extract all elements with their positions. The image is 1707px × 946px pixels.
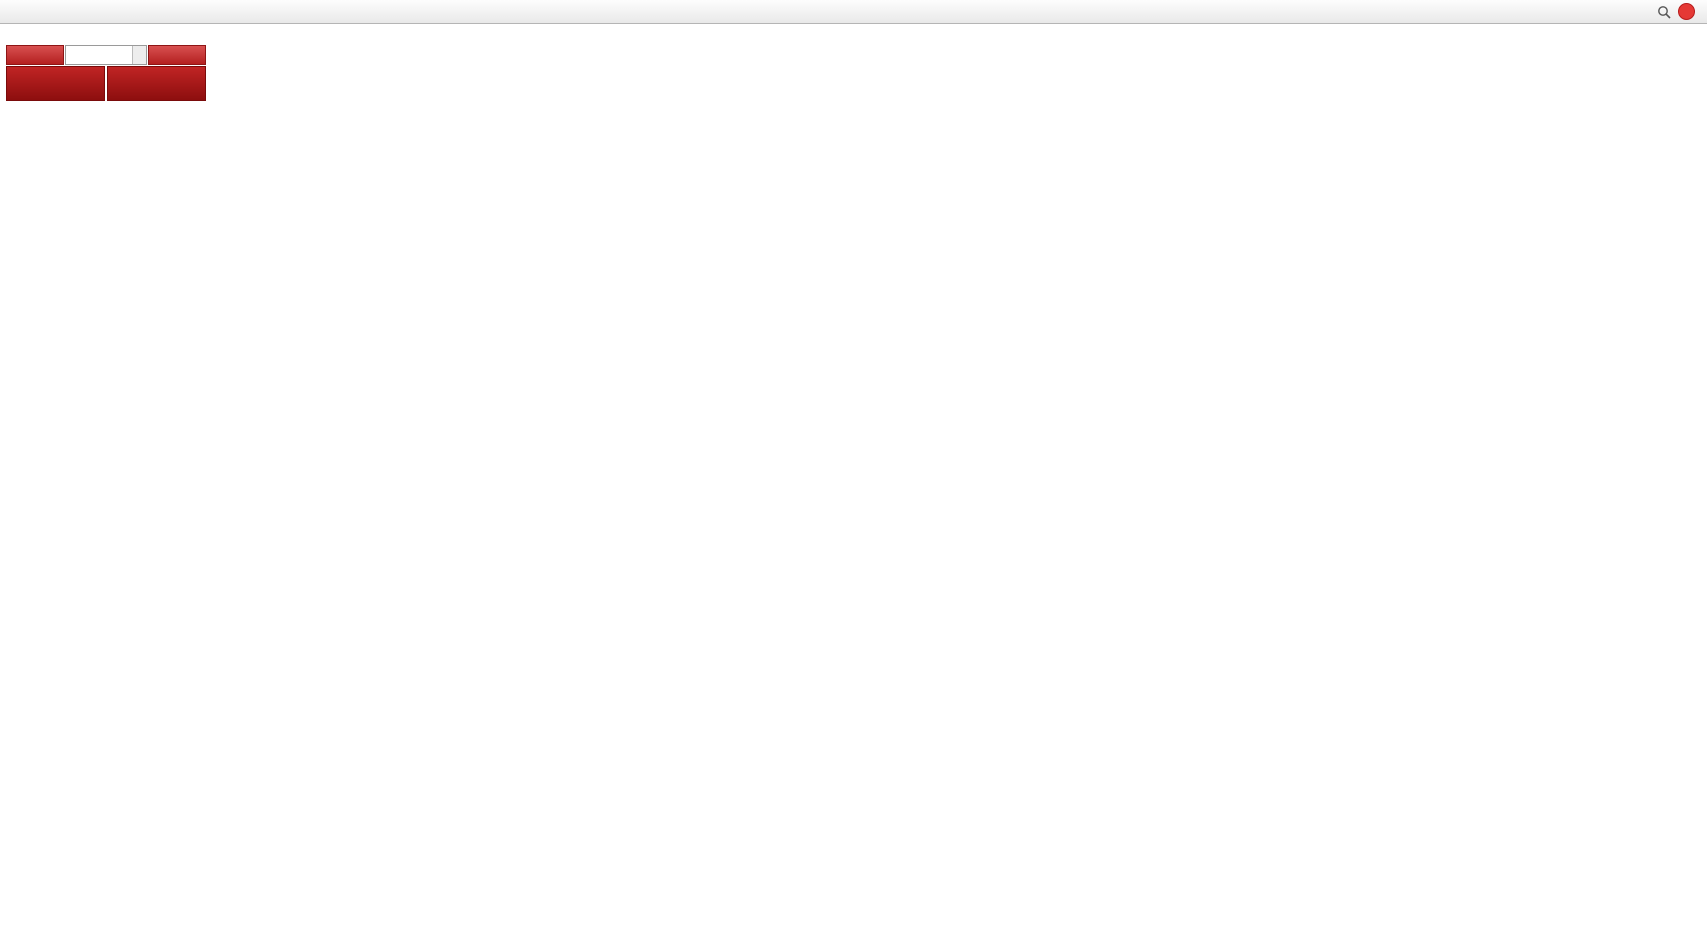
sell-button[interactable] bbox=[6, 45, 64, 65]
buy-button[interactable] bbox=[148, 45, 206, 65]
rsi-header bbox=[5, 746, 11, 758]
lot-size-value[interactable] bbox=[66, 46, 132, 64]
toolbar-right-group bbox=[1657, 3, 1695, 20]
macd-header bbox=[5, 580, 17, 592]
buy-price-panel[interactable] bbox=[107, 66, 206, 101]
chart-symbol-header bbox=[8, 28, 19, 40]
lot-size-field[interactable] bbox=[65, 45, 147, 65]
toolbar bbox=[0, 0, 1707, 24]
time-axis bbox=[0, 928, 1620, 946]
sell-price-panel[interactable] bbox=[6, 66, 105, 101]
search-icon[interactable] bbox=[1657, 5, 1671, 19]
lot-increment-icon[interactable] bbox=[133, 46, 146, 55]
lot-decrement-icon[interactable] bbox=[133, 55, 146, 64]
lot-spinner bbox=[132, 46, 146, 64]
notification-badge[interactable] bbox=[1678, 3, 1695, 20]
one-click-trading-panel bbox=[6, 45, 206, 101]
